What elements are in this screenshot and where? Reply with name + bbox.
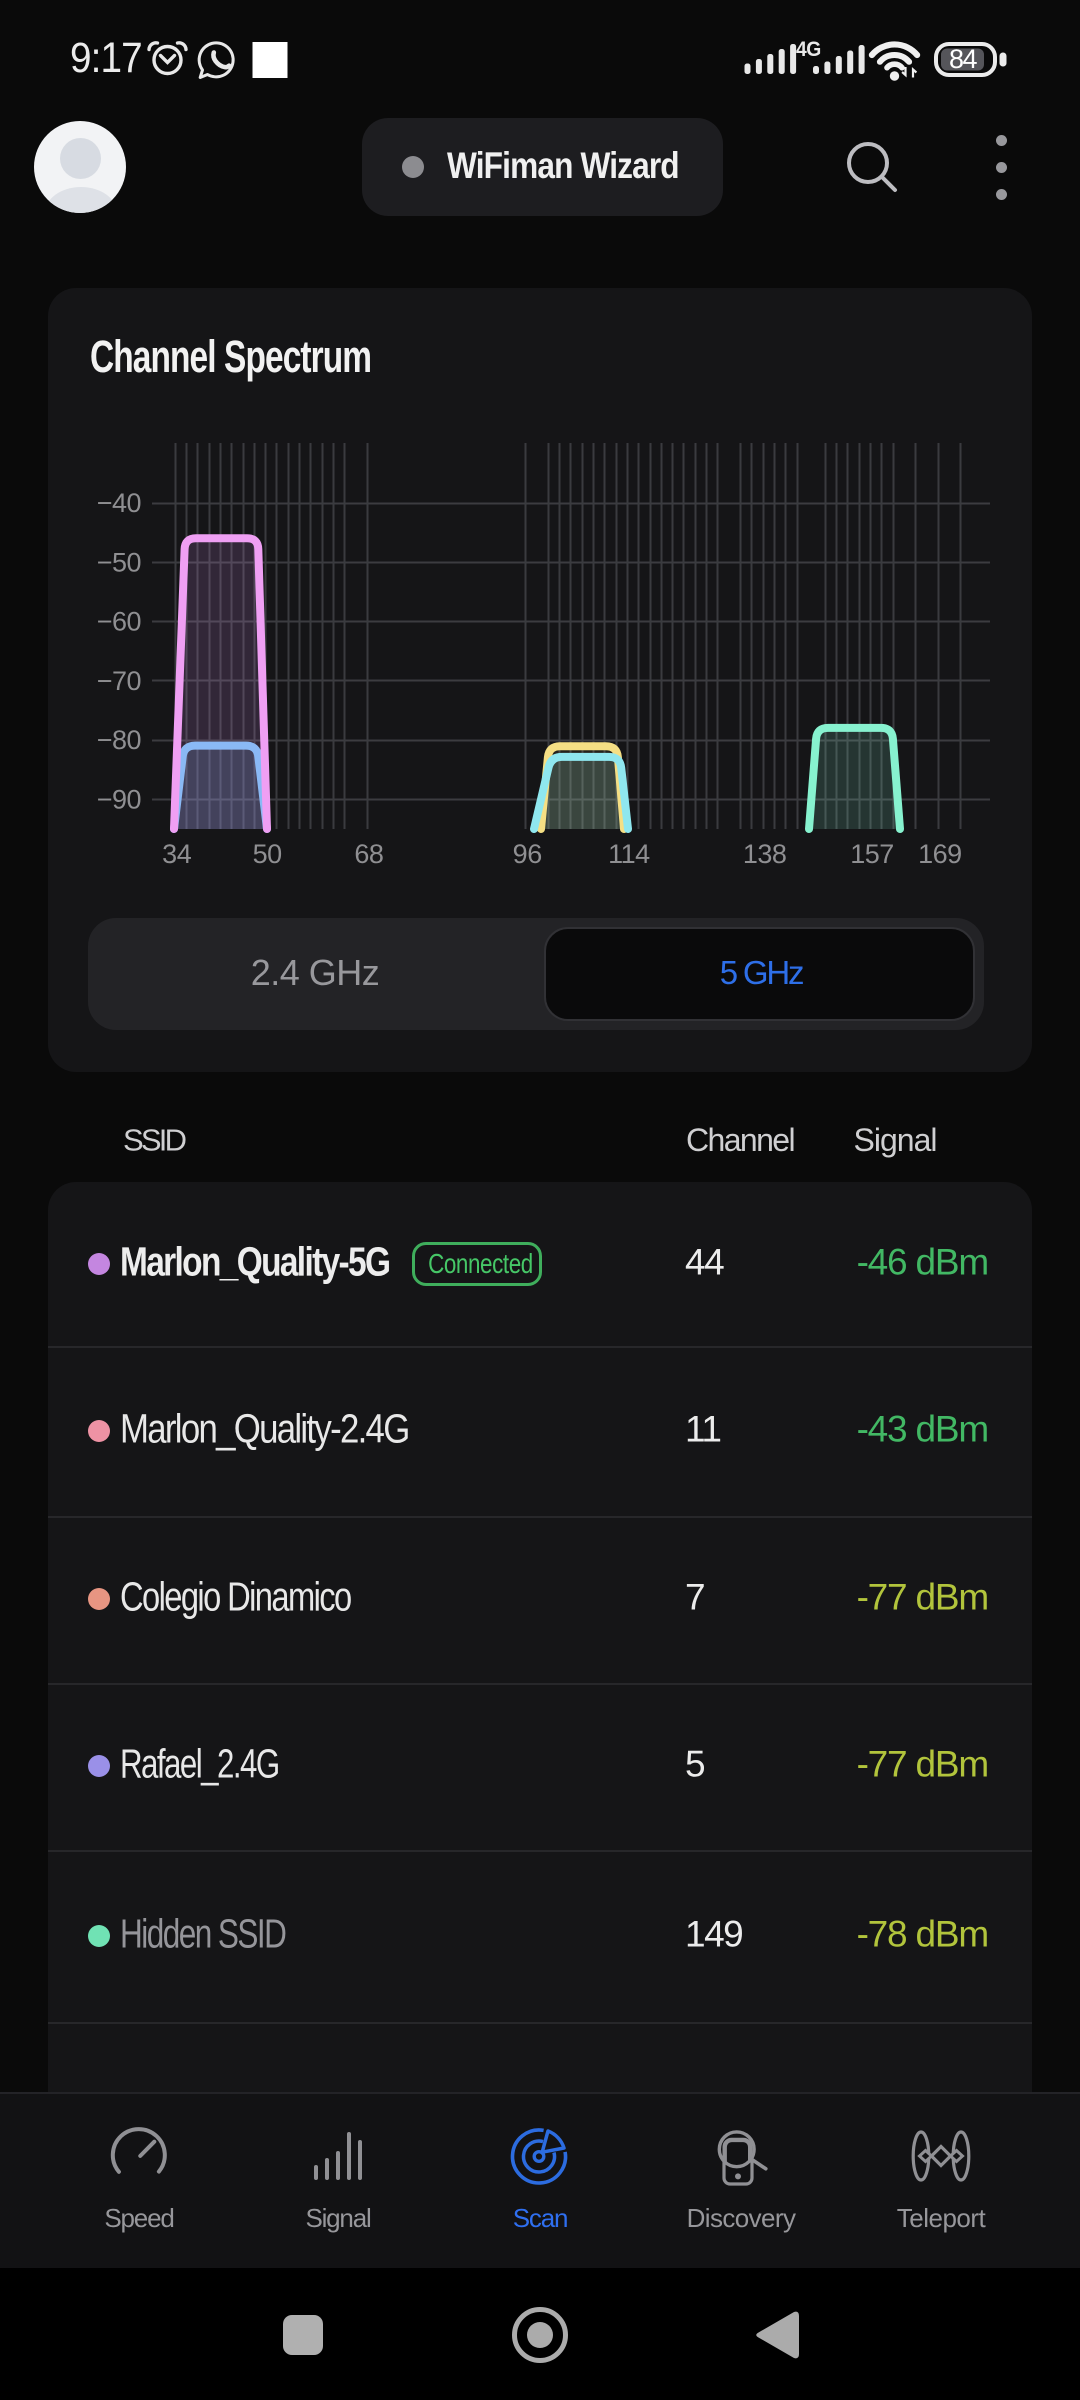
svg-text:−40: −40 xyxy=(97,488,141,518)
svg-text:114: 114 xyxy=(608,839,650,869)
svg-text:169: 169 xyxy=(918,839,962,869)
svg-text:157: 157 xyxy=(850,839,894,869)
svg-text:−50: −50 xyxy=(97,547,141,577)
svg-text:138: 138 xyxy=(743,839,787,869)
svg-text:34: 34 xyxy=(162,839,192,869)
svg-text:−80: −80 xyxy=(97,725,141,755)
svg-text:−60: −60 xyxy=(97,607,141,637)
svg-text:96: 96 xyxy=(513,839,542,869)
svg-text:−70: −70 xyxy=(97,666,141,696)
svg-text:−90: −90 xyxy=(97,785,141,815)
svg-text:50: 50 xyxy=(253,839,282,869)
svg-text:68: 68 xyxy=(354,839,383,869)
